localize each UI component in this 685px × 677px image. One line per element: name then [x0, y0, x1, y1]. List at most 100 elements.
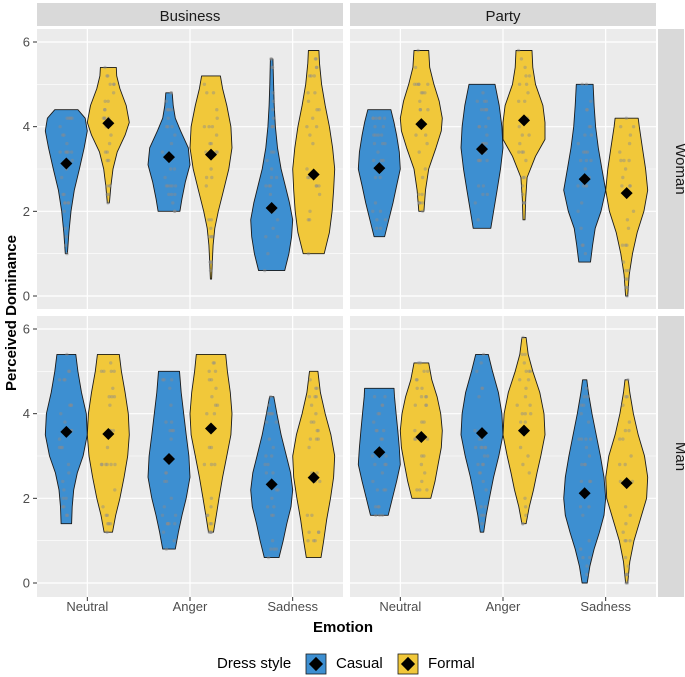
jitter-point: [317, 530, 321, 534]
y-tick-label: 0: [23, 289, 30, 304]
jitter-point: [631, 125, 636, 129]
jitter-point: [207, 369, 211, 373]
jitter-point: [62, 505, 66, 509]
jitter-point: [376, 133, 380, 137]
jitter-point: [215, 108, 219, 112]
mean-marker-neutral-casual: [373, 446, 386, 459]
jitter-point: [518, 141, 522, 146]
jitter-point: [621, 437, 625, 441]
jitter-point: [61, 496, 65, 500]
jitter-point: [581, 150, 586, 154]
jitter-point: [58, 125, 62, 129]
jitter-point: [168, 428, 172, 433]
jitter-point: [209, 218, 213, 222]
jitter-point: [63, 420, 67, 424]
jitter-point: [624, 395, 628, 399]
jitter-point: [164, 547, 169, 551]
jitter-point: [374, 513, 378, 517]
jitter-point: [67, 369, 71, 373]
jitter-point: [581, 243, 585, 247]
jitter-point: [415, 378, 419, 382]
violin-anger-formal: [502, 50, 546, 221]
jitter-point: [380, 471, 385, 475]
jitter-point: [380, 141, 385, 146]
jitter-point: [584, 386, 589, 390]
jitter-point: [527, 133, 531, 137]
violin-neutral-formal: [399, 50, 443, 212]
jitter-point: [523, 412, 527, 416]
jitter-point: [164, 99, 168, 104]
jitter-point: [315, 471, 319, 475]
jitter-point: [374, 133, 378, 137]
jitter-point: [418, 488, 422, 492]
jitter-point: [270, 513, 274, 517]
jitter-point: [473, 428, 477, 433]
jitter-point: [418, 108, 423, 112]
jitter-point: [167, 522, 171, 526]
jitter-point: [275, 218, 280, 222]
jitter-point: [313, 539, 317, 543]
jitter-point: [625, 243, 629, 247]
jitter-point: [479, 513, 484, 517]
jitter-point: [314, 437, 319, 441]
jitter-point: [215, 150, 219, 154]
x-tick-label: Neutral: [66, 599, 108, 614]
jitter-point: [207, 235, 212, 239]
jitter-point: [206, 513, 210, 517]
jitter-point: [213, 369, 218, 373]
jitter-point: [214, 150, 218, 154]
jitter-point: [424, 133, 428, 137]
jitter-point: [576, 141, 580, 146]
jitter-point: [314, 65, 319, 70]
jitter-point: [160, 513, 165, 517]
jitter-point: [414, 437, 418, 441]
jitter-point: [419, 91, 424, 95]
jitter-point: [173, 133, 177, 137]
jitter-point: [311, 141, 315, 146]
jitter-point: [481, 462, 485, 467]
jitter-point: [105, 150, 110, 154]
jitter-point: [264, 471, 269, 475]
jitter-point: [105, 513, 110, 517]
jitter-point: [585, 564, 589, 568]
legend-label-casual: Casual: [336, 655, 383, 672]
jitter-point: [479, 361, 483, 365]
jitter-point: [65, 116, 69, 120]
jitter-point: [305, 125, 309, 129]
jitter-point: [382, 428, 386, 433]
jitter-point: [478, 471, 483, 475]
x-tick-label: Neutral: [379, 599, 421, 614]
mean-marker-sadness-formal: [620, 477, 633, 490]
jitter-point: [619, 125, 623, 129]
jitter-point: [207, 445, 212, 450]
jitter-point: [523, 99, 527, 104]
jitter-point: [209, 226, 213, 230]
jitter-point: [269, 547, 273, 551]
jitter-point: [112, 395, 117, 399]
jitter-point: [524, 82, 529, 87]
jitter-point: [522, 201, 526, 205]
jitter-point: [68, 116, 73, 120]
facet-strip-label: Woman: [672, 143, 685, 194]
jitter-point: [59, 412, 63, 416]
jitter-point: [628, 184, 632, 188]
jitter-point: [583, 252, 588, 256]
jitter-point: [209, 530, 213, 534]
jitter-point: [63, 226, 68, 230]
jitter-point: [315, 184, 319, 188]
jitter-point: [63, 378, 67, 382]
jitter-point: [269, 57, 273, 61]
jitter-point: [264, 420, 269, 424]
mean-marker-anger-formal: [205, 422, 217, 435]
jitter-point: [307, 445, 311, 450]
jitter-point: [521, 522, 525, 526]
jitter-point: [413, 437, 417, 441]
jitter-point: [589, 158, 593, 163]
jitter-point: [424, 403, 428, 407]
jitter-point: [377, 116, 381, 120]
jitter-point: [309, 74, 313, 78]
jitter-point: [164, 184, 169, 188]
jitter-point: [625, 572, 629, 577]
jitter-point: [268, 184, 273, 188]
jitter-point: [274, 488, 279, 492]
